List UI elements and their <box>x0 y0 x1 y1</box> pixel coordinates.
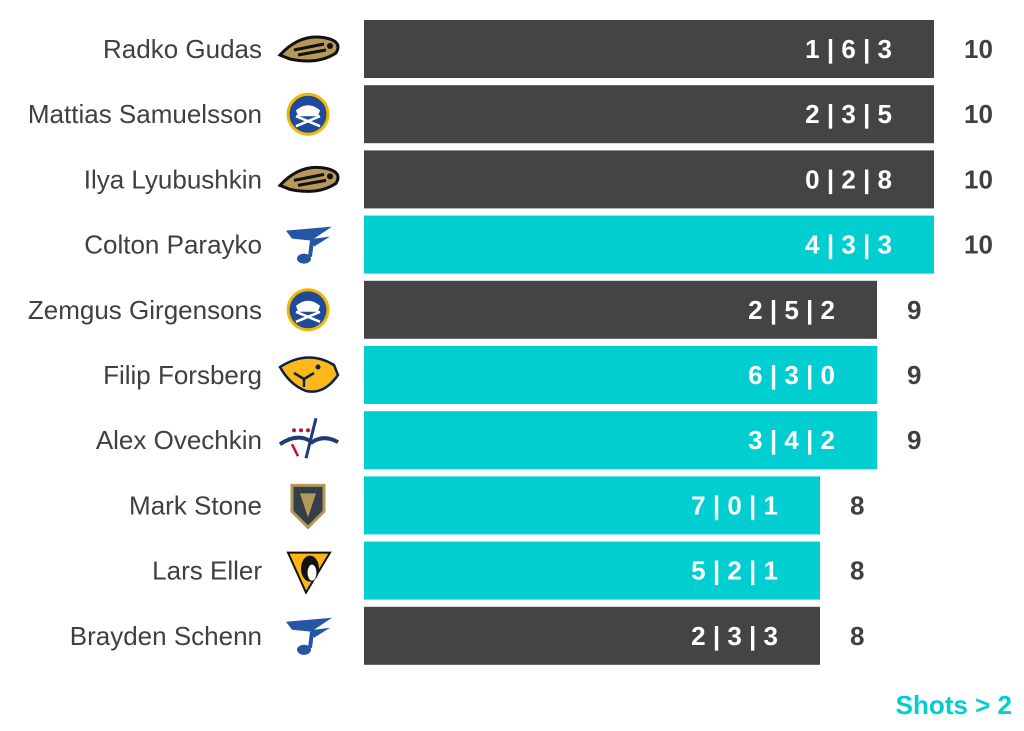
bar <box>364 150 934 209</box>
total-label: 10 <box>964 230 993 260</box>
bar <box>364 476 820 535</box>
player-name: Mark Stone <box>129 490 262 520</box>
player-name: Alex Ovechkin <box>96 425 262 455</box>
total-label: 8 <box>850 621 864 651</box>
pittsburgh-penguins-logo <box>286 551 332 595</box>
bar-label: 0 | 2 | 8 <box>805 164 892 194</box>
chart-row: Colton Parayko 4 | 3 | 3 10 <box>84 215 993 274</box>
anaheim-ducks-logo <box>277 165 340 193</box>
bar <box>364 280 877 339</box>
player-name: Filip Forsberg <box>103 360 262 390</box>
bar-label: 4 | 3 | 3 <box>805 230 892 260</box>
nashville-predators-logo <box>278 356 340 393</box>
player-name: Lars Eller <box>152 556 262 586</box>
anaheim-ducks-logo <box>277 35 340 63</box>
total-label: 9 <box>907 295 921 325</box>
chart-row: Zemgus Girgensons 2 | 5 | 2 9 <box>28 280 921 339</box>
total-label: 10 <box>964 164 993 194</box>
total-label: 10 <box>964 99 993 129</box>
buffalo-sabres-logo <box>286 92 330 136</box>
chart-row: Filip Forsberg 6 | 3 | 0 9 <box>103 346 921 404</box>
total-label: 9 <box>907 360 921 390</box>
player-name: Zemgus Girgensons <box>28 295 262 325</box>
chart-row: Mattias Samuelsson 2 | 3 | 5 10 <box>28 85 993 144</box>
bar-label: 7 | 0 | 1 <box>691 490 778 520</box>
st-louis-blues-logo <box>286 226 332 264</box>
bar <box>364 411 877 470</box>
player-name: Brayden Schenn <box>70 621 262 651</box>
bar-label: 1 | 6 | 3 <box>805 34 892 64</box>
chart-row: Brayden Schenn 2 | 3 | 3 8 <box>70 606 864 665</box>
buffalo-sabres-logo <box>286 288 330 332</box>
vegas-golden-knights-logo <box>290 483 326 530</box>
chart-row: Mark Stone 7 | 0 | 1 8 <box>129 476 864 535</box>
player-name: Ilya Lyubushkin <box>84 164 262 194</box>
chart-row: Alex Ovechkin 3 | 4 | 2 9 <box>96 411 921 470</box>
bar-label: 2 | 5 | 2 <box>748 295 835 325</box>
bar-label: 5 | 2 | 1 <box>691 556 778 586</box>
bar <box>364 541 820 600</box>
bar <box>364 215 934 274</box>
bar <box>364 606 820 665</box>
player-name: Mattias Samuelsson <box>28 99 262 129</box>
washington-capitals-logo <box>278 417 339 459</box>
legend-note: Shots > 2 <box>896 690 1012 720</box>
chart-row: Lars Eller 5 | 2 | 1 8 <box>152 541 864 600</box>
st-louis-blues-logo <box>286 617 332 655</box>
player-name: Colton Parayko <box>84 230 262 260</box>
total-label: 10 <box>964 34 993 64</box>
bar-label: 6 | 3 | 0 <box>748 360 835 390</box>
bar <box>364 346 877 404</box>
bar-label: 2 | 3 | 5 <box>805 99 892 129</box>
chart-row: Radko Gudas 1 | 6 | 3 10 <box>103 20 993 78</box>
total-label: 8 <box>850 490 864 520</box>
bar-label: 3 | 4 | 2 <box>748 425 835 455</box>
chart-row: Ilya Lyubushkin 0 | 2 | 8 10 <box>84 150 993 209</box>
player-name: Radko Gudas <box>103 34 262 64</box>
total-label: 9 <box>907 425 921 455</box>
total-label: 8 <box>850 556 864 586</box>
bar <box>364 20 934 78</box>
bar-label: 2 | 3 | 3 <box>691 621 778 651</box>
bar <box>364 85 934 144</box>
